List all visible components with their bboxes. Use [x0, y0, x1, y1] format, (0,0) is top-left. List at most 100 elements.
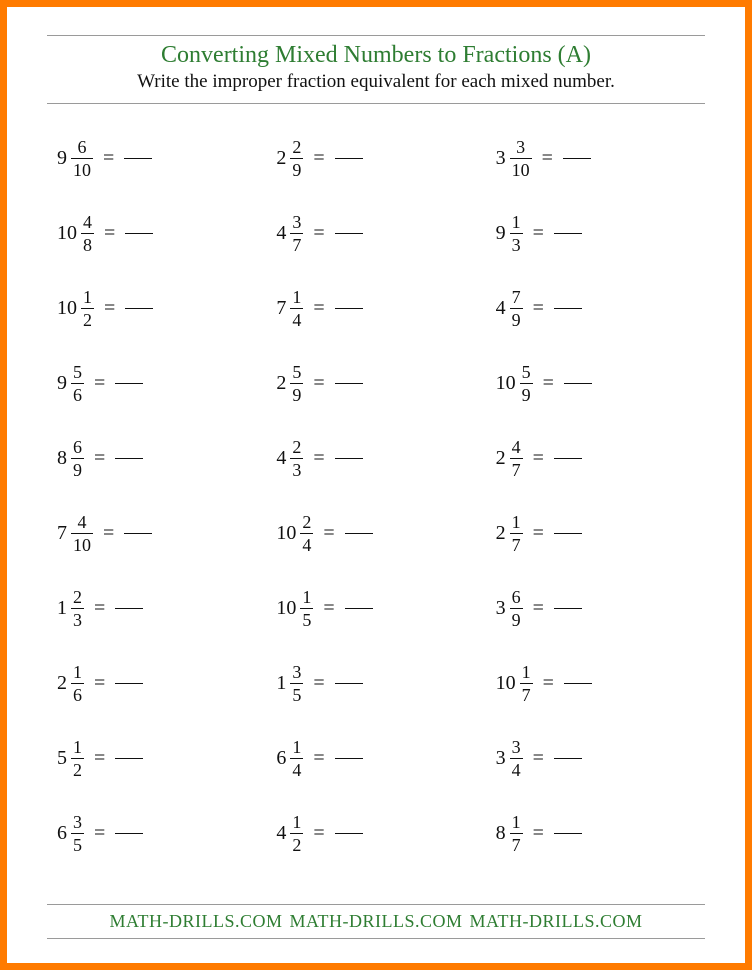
fraction-denominator: 9 — [510, 309, 523, 329]
problem-cell: 817= — [486, 813, 705, 854]
answer-blank — [335, 223, 363, 244]
mixed-fraction: 29 — [290, 138, 303, 179]
equals-sign: = — [533, 747, 544, 770]
problem-cell: 135= — [266, 663, 485, 704]
answer-blank — [345, 598, 373, 619]
equals-sign: = — [94, 597, 105, 620]
mixed-whole: 10 — [276, 522, 296, 545]
mixed-fraction: 79 — [510, 288, 523, 329]
equals-sign: = — [543, 372, 554, 395]
equals-sign: = — [94, 447, 105, 470]
equals-sign: = — [533, 297, 544, 320]
fraction-numerator: 1 — [510, 213, 523, 233]
mixed-whole: 6 — [276, 747, 286, 770]
answer-blank — [335, 823, 363, 844]
fraction-numerator: 5 — [71, 363, 84, 383]
answer-blank — [554, 523, 582, 544]
answer-blank — [124, 148, 152, 169]
mixed-whole: 8 — [57, 447, 67, 470]
equals-sign: = — [313, 747, 324, 770]
problem-grid: 9610=229=3310=1048=437=913=1012=714=479=… — [47, 138, 705, 854]
problem-cell: 1048= — [47, 213, 266, 254]
fraction-numerator: 1 — [290, 738, 303, 758]
answer-blank — [335, 748, 363, 769]
problem-cell: 1017= — [486, 663, 705, 704]
fraction-numerator: 6 — [510, 588, 523, 608]
fraction-denominator: 10 — [71, 159, 93, 179]
worksheet-instruction: Write the improper fraction equivalent f… — [47, 71, 705, 93]
equals-sign: = — [542, 147, 553, 170]
mixed-fraction: 16 — [71, 663, 84, 704]
equals-sign: = — [323, 522, 334, 545]
problem-cell: 412= — [266, 813, 485, 854]
problem-cell: 423= — [266, 438, 485, 479]
mixed-whole: 5 — [57, 747, 67, 770]
fraction-numerator: 4 — [510, 438, 523, 458]
answer-blank — [554, 823, 582, 844]
problem-cell: 956= — [47, 363, 266, 404]
mixed-whole: 2 — [57, 672, 67, 695]
mixed-fraction: 37 — [290, 213, 303, 254]
fraction-denominator: 5 — [300, 609, 313, 629]
problem-cell: 7410= — [47, 513, 266, 554]
mixed-whole: 7 — [276, 297, 286, 320]
mixed-whole: 4 — [496, 297, 506, 320]
mixed-whole: 8 — [496, 822, 506, 845]
fraction-denominator: 3 — [510, 234, 523, 254]
problem-cell: 369= — [486, 588, 705, 629]
fraction-numerator: 2 — [71, 588, 84, 608]
fraction-numerator: 2 — [290, 138, 303, 158]
mixed-whole: 2 — [276, 372, 286, 395]
fraction-numerator: 4 — [81, 213, 94, 233]
mixed-fraction: 48 — [81, 213, 94, 254]
footer-rule-top — [47, 904, 705, 905]
problem-cell: 217= — [486, 513, 705, 554]
answer-blank — [554, 223, 582, 244]
equals-sign: = — [533, 597, 544, 620]
mixed-fraction: 47 — [510, 438, 523, 479]
problem-cell: 1059 = — [486, 363, 705, 404]
mixed-whole: 9 — [57, 372, 67, 395]
mixed-whole: 4 — [276, 447, 286, 470]
mixed-whole: 6 — [57, 822, 67, 845]
mixed-whole: 4 — [276, 822, 286, 845]
fraction-denominator: 4 — [510, 759, 523, 779]
equals-sign: = — [94, 372, 105, 395]
mixed-whole: 2 — [496, 447, 506, 470]
mixed-whole: 10 — [57, 297, 77, 320]
mixed-fraction: 34 — [510, 738, 523, 779]
problem-cell: 229 = — [266, 138, 485, 179]
mixed-fraction: 14 — [290, 288, 303, 329]
fraction-numerator: 1 — [290, 288, 303, 308]
mixed-fraction: 59 — [520, 363, 533, 404]
fraction-denominator: 7 — [510, 534, 523, 554]
mixed-whole: 10 — [57, 222, 77, 245]
fraction-numerator: 1 — [520, 663, 533, 683]
fraction-denominator: 2 — [71, 759, 84, 779]
mixed-fraction: 35 — [71, 813, 84, 854]
footer-rule-bottom — [47, 938, 705, 939]
fraction-numerator: 7 — [510, 288, 523, 308]
mixed-fraction: 13 — [510, 213, 523, 254]
mixed-whole: 4 — [276, 222, 286, 245]
answer-blank — [125, 223, 153, 244]
mixed-whole: 3 — [496, 147, 506, 170]
problem-cell: 869= — [47, 438, 266, 479]
answer-blank — [115, 748, 143, 769]
mixed-whole: 10 — [496, 372, 516, 395]
answer-blank — [345, 523, 373, 544]
fraction-denominator: 4 — [290, 309, 303, 329]
equals-sign: = — [533, 222, 544, 245]
equals-sign: = — [533, 447, 544, 470]
equals-sign: = — [313, 147, 324, 170]
mixed-whole: 9 — [57, 147, 67, 170]
fraction-numerator: 4 — [76, 513, 89, 533]
fraction-denominator: 4 — [290, 759, 303, 779]
equals-sign: = — [94, 747, 105, 770]
mixed-fraction: 12 — [81, 288, 94, 329]
fraction-denominator: 10 — [71, 534, 93, 554]
fraction-denominator: 3 — [290, 459, 303, 479]
fraction-denominator: 8 — [81, 234, 94, 254]
mixed-fraction: 12 — [290, 813, 303, 854]
mixed-fraction: 17 — [510, 513, 523, 554]
